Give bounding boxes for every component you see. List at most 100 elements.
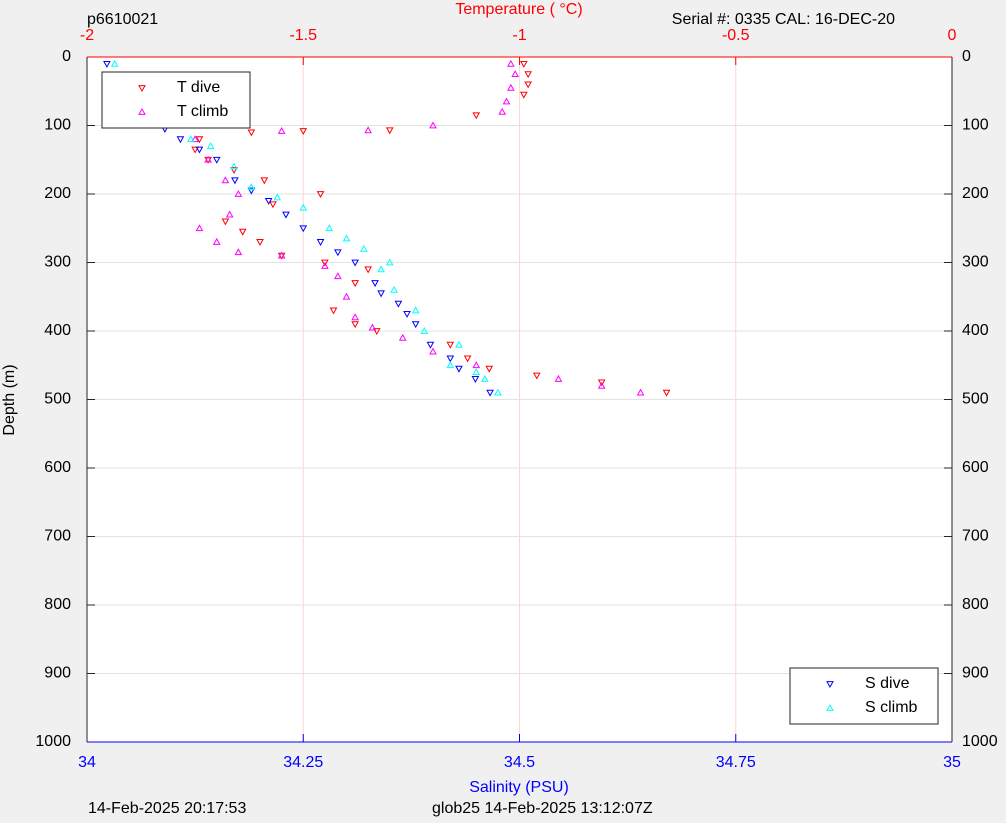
y-axis-label: Depth (m) [1, 364, 18, 435]
point [494, 388, 502, 396]
footer-left: 14-Feb-2025 20:17:53 [88, 800, 246, 817]
point [385, 127, 394, 135]
point [662, 389, 671, 397]
point [277, 126, 286, 134]
point [446, 361, 455, 369]
point [507, 59, 515, 67]
point [524, 71, 532, 79]
point [334, 249, 342, 257]
point [472, 368, 481, 375]
point [377, 290, 385, 298]
point [511, 70, 520, 78]
point [486, 389, 494, 397]
point [225, 210, 234, 218]
y-tick-label: 100 [44, 117, 71, 134]
y-right-tick-label: 500 [962, 391, 989, 408]
point [411, 321, 420, 329]
x2-tick-label: -1.5 [289, 27, 317, 44]
point [260, 177, 269, 185]
point [321, 259, 329, 267]
point [299, 128, 308, 136]
y-right-tick-label: 200 [962, 185, 989, 202]
point [498, 107, 507, 115]
point [519, 60, 528, 68]
legend-marker [138, 85, 146, 93]
point [398, 333, 407, 341]
point [502, 97, 511, 105]
point [186, 135, 195, 143]
point [195, 224, 204, 232]
point [221, 218, 230, 226]
point [446, 341, 455, 349]
point [176, 136, 185, 144]
point [195, 146, 204, 154]
legend-box [101, 71, 251, 129]
y-right-tick-label: 900 [962, 665, 989, 682]
x-tick-label: 35 [943, 754, 961, 771]
point [325, 224, 334, 232]
legend-label: T climb [177, 103, 228, 120]
point [377, 265, 385, 273]
legend-label: T dive [177, 79, 220, 96]
point [204, 155, 212, 163]
point [420, 326, 429, 334]
point [507, 83, 515, 91]
y-tick-label: 200 [44, 185, 71, 202]
x-tick-label: 34.25 [283, 754, 323, 771]
point [351, 280, 359, 288]
x2-tick-label: -1 [512, 27, 526, 44]
legend-marker [138, 107, 146, 115]
point [455, 340, 463, 348]
y-tick-label: 600 [44, 459, 71, 476]
point [472, 361, 481, 369]
point [321, 261, 329, 269]
point [351, 313, 359, 321]
point [597, 381, 606, 389]
x2-axis-label: Temperature ( °C) [455, 1, 582, 18]
y-right-tick-label: 700 [962, 528, 989, 545]
point [429, 347, 437, 355]
y-tick-label: 800 [44, 596, 71, 613]
point [403, 310, 411, 318]
x-tick-label: 34.5 [504, 754, 535, 771]
point [316, 239, 325, 246]
point [390, 285, 398, 293]
point [455, 365, 463, 373]
point [471, 376, 480, 383]
point [342, 234, 351, 242]
point [206, 142, 215, 149]
legend-marker [826, 703, 834, 711]
point [230, 162, 238, 170]
point [212, 237, 221, 245]
point [519, 91, 528, 99]
point [231, 177, 239, 185]
point [247, 187, 256, 195]
x2-tick-label: -2 [80, 27, 94, 44]
point [230, 167, 238, 175]
point [329, 307, 338, 315]
point [269, 201, 277, 209]
point [221, 176, 230, 184]
point [238, 228, 247, 236]
point [264, 197, 273, 205]
x-tick-label: 34.75 [716, 754, 756, 771]
point [426, 341, 435, 349]
legends: T dive T climb S dive S climb [101, 71, 939, 725]
x-tick-label: 34 [78, 754, 96, 771]
point [256, 239, 264, 246]
y-tick-label: 700 [44, 528, 71, 545]
legend-marker [826, 681, 834, 689]
point [316, 191, 325, 199]
point [191, 135, 199, 143]
point [234, 248, 243, 256]
point [371, 280, 379, 288]
point [385, 258, 394, 266]
point [364, 266, 372, 274]
legend-label: S dive [865, 675, 910, 692]
legend-label: S climb [865, 699, 918, 716]
y-tick-label: 400 [44, 322, 71, 339]
y-right-tick-label: 400 [962, 322, 989, 339]
y-right-tick-label: 100 [962, 117, 989, 134]
point [463, 355, 472, 363]
y-right-tick-label: 800 [962, 596, 989, 613]
